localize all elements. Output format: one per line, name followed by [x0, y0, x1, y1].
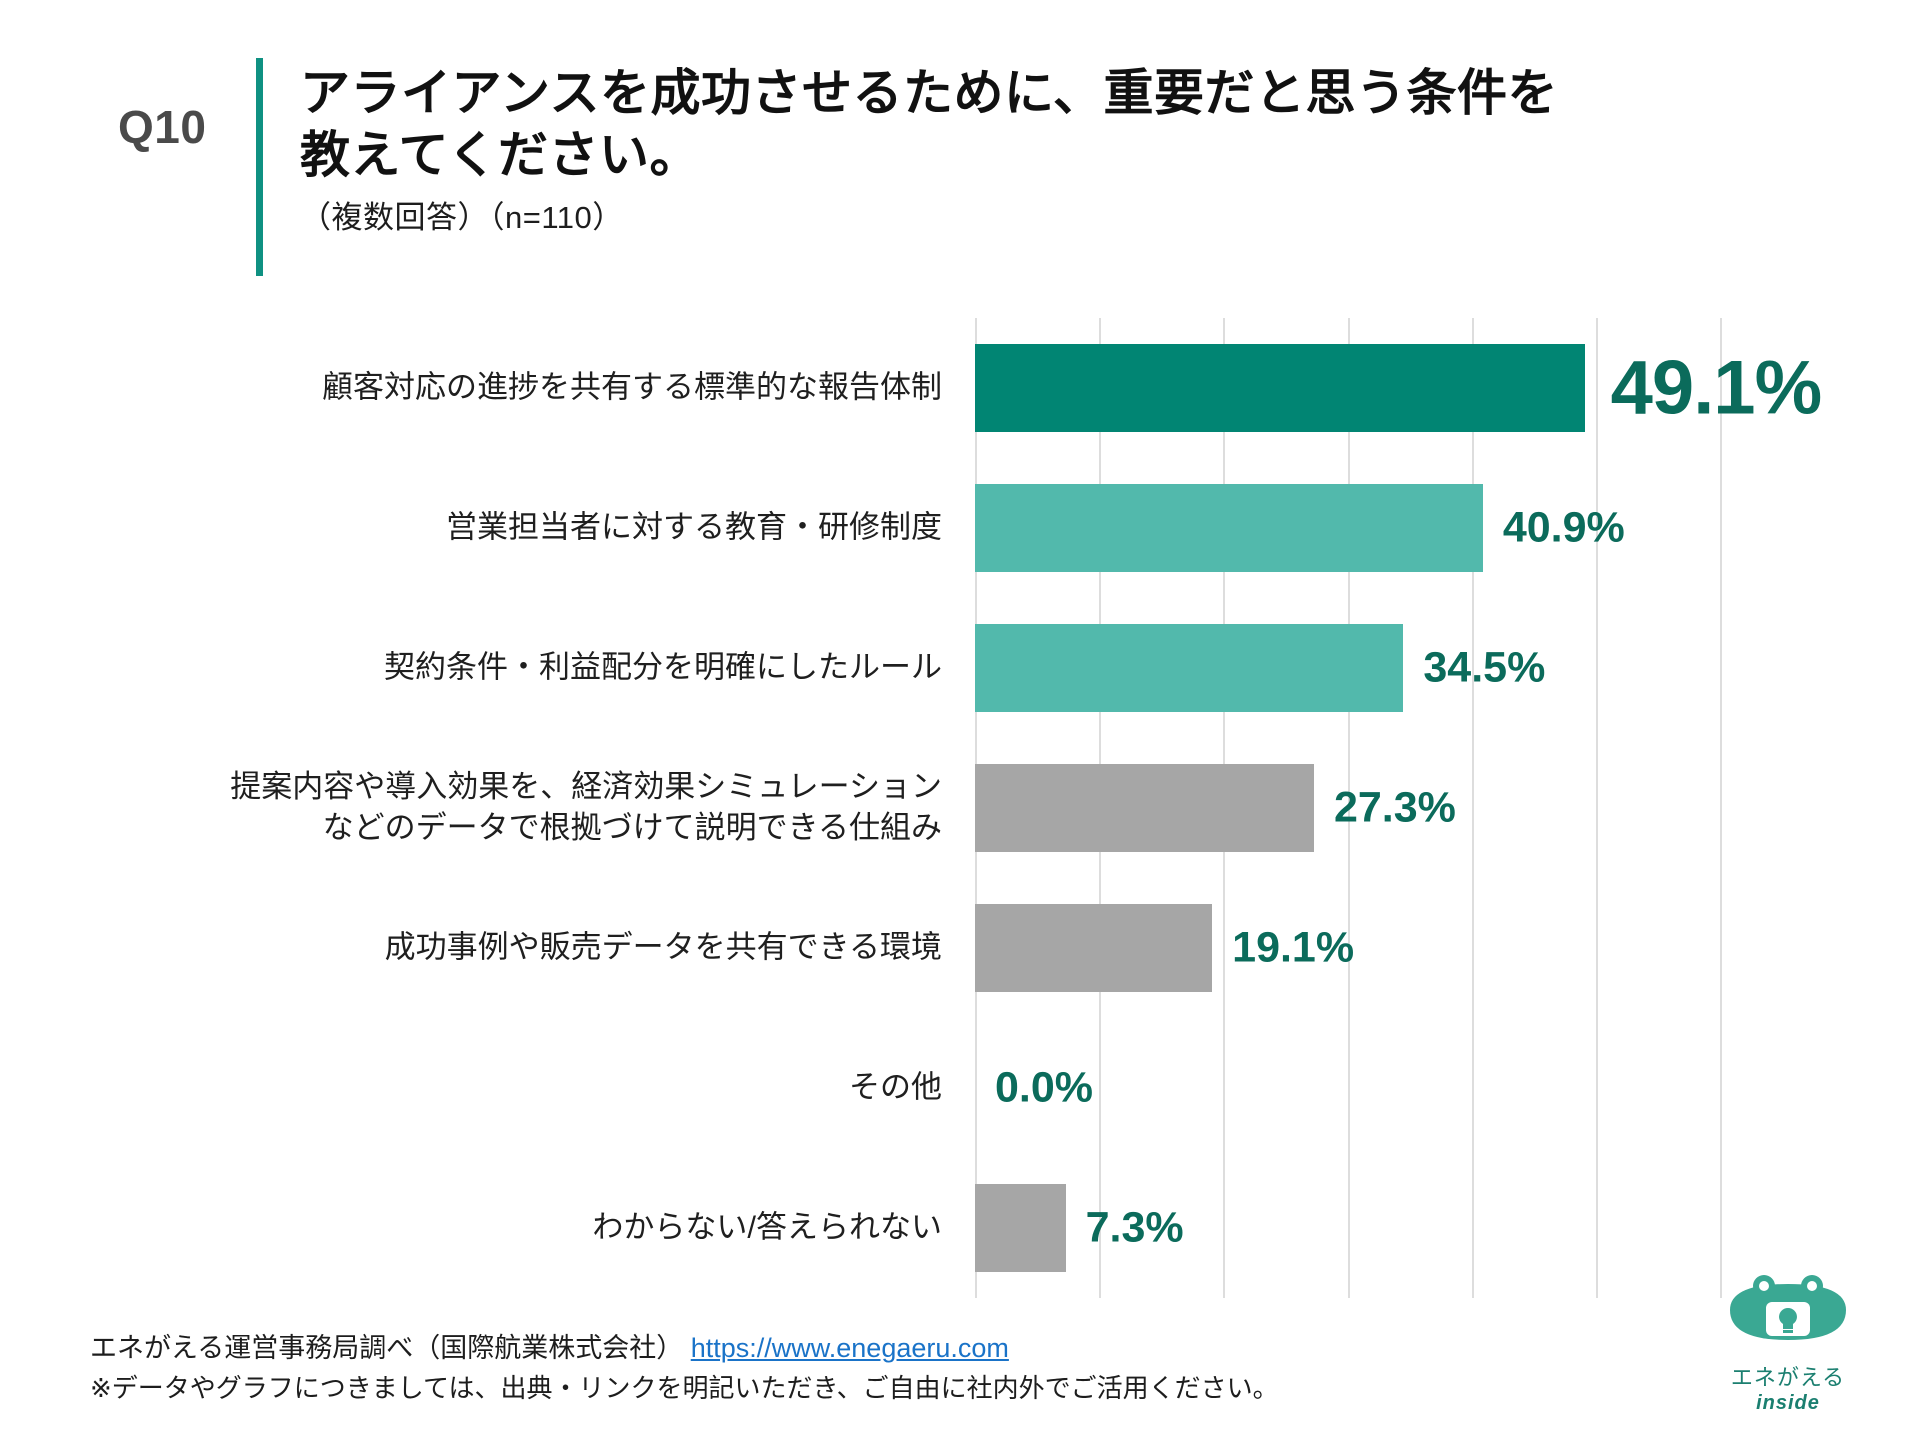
bar-row: 27.3%: [975, 764, 1720, 852]
enegaeru-logo: エネがえる inside: [1708, 1266, 1868, 1416]
footer: エネがえる運営事務局調べ（国際航業株式会社） https://www.enega…: [90, 1328, 1490, 1409]
bar[interactable]: [975, 624, 1404, 712]
bar-value-label: 19.1%: [1232, 923, 1355, 972]
bar[interactable]: [975, 904, 1213, 992]
footer-line-1: エネがえる運営事務局調べ（国際航業株式会社） https://www.enega…: [90, 1328, 1490, 1369]
bar[interactable]: [975, 764, 1314, 852]
page-title-line-1: アライアンスを成功させるために、重要だと思う条件を: [300, 65, 1558, 121]
page-title-line-2: 教えてください。: [300, 127, 700, 183]
bar-value-label: 27.3%: [1333, 783, 1456, 832]
bar[interactable]: [975, 344, 1585, 432]
bar-value-label: 40.9%: [1502, 503, 1625, 552]
bar-row: 7.3%: [975, 1184, 1720, 1272]
category-label: わからない/答えられない: [592, 1209, 942, 1245]
logo-subtitle: inside: [1756, 1392, 1820, 1414]
title-block: アライアンスを成功させるために、重要だと思う条件を 教えてください。 （複数回答…: [300, 62, 1700, 237]
category-label: 契約条件・利益配分を明確にしたルール: [384, 649, 942, 685]
question-number: Q10: [118, 101, 207, 153]
bar-value-label: 0.0%: [995, 1063, 1094, 1112]
bar-chart: 顧客対応の進捗を共有する標準的な報告体制営業担当者に対する教育・研修制度契約条件…: [0, 300, 1920, 1300]
bar-row: 49.1%: [975, 344, 1822, 432]
title-accent-bar: [256, 58, 263, 276]
category-axis-labels: 顧客対応の進捗を共有する標準的な報告体制営業担当者に対する教育・研修制度契約条件…: [40, 300, 960, 1300]
gridline: [1471, 318, 1474, 1298]
category-label: 成功事例や販売データを共有できる環境: [384, 929, 942, 965]
category-label: 顧客対応の進捗を共有する標準的な報告体制: [322, 369, 942, 405]
bar-value-label: 49.1%: [1610, 345, 1822, 431]
bar-series: 49.1% 40.9% 34.5% 27.3% 19.1% 0.0% 7.3%: [975, 318, 1822, 1298]
bar-value-label: 34.5%: [1423, 643, 1546, 692]
logo-name: エネがえる: [1730, 1365, 1846, 1390]
category-label: 営業担当者に対する教育・研修制度: [446, 509, 942, 545]
gridline: [1595, 318, 1598, 1298]
bar-row: 19.1%: [975, 904, 1720, 992]
gridline: [1347, 318, 1350, 1298]
category-label: その他: [849, 1069, 942, 1105]
gridline: [1720, 318, 1722, 1298]
bar-row: 0.0%: [975, 1044, 1720, 1132]
footer-line-2: ※データやグラフにつきましては、出典・リンクを明記いただき、ご自由に社内外でご活…: [90, 1373, 1279, 1404]
footer-source-text: エネがえる運営事務局調べ（国際航業株式会社）: [90, 1333, 684, 1363]
bar-value-label: 7.3%: [1085, 1203, 1184, 1252]
bar-row: 34.5%: [975, 624, 1720, 712]
page-subtitle: （複数回答）（n=110）: [300, 200, 624, 235]
plot-area: 49.1% 40.9% 34.5% 27.3% 19.1% 0.0% 7.3%: [975, 318, 1822, 1298]
bar-row: 40.9%: [975, 484, 1720, 572]
bar[interactable]: [975, 1184, 1066, 1272]
enegaeru-link[interactable]: https://www.enegaeru.com: [690, 1333, 1009, 1363]
category-label: 提案内容や導入効果を、経済効果シミュレーション などのデータで根拠づけて説明でき…: [230, 769, 942, 845]
header: Q10 アライアンスを成功させるために、重要だと思う条件を 教えてください。 （…: [0, 0, 1920, 290]
bar[interactable]: [975, 484, 1483, 572]
frog-mascot-icon: [1708, 1266, 1868, 1358]
